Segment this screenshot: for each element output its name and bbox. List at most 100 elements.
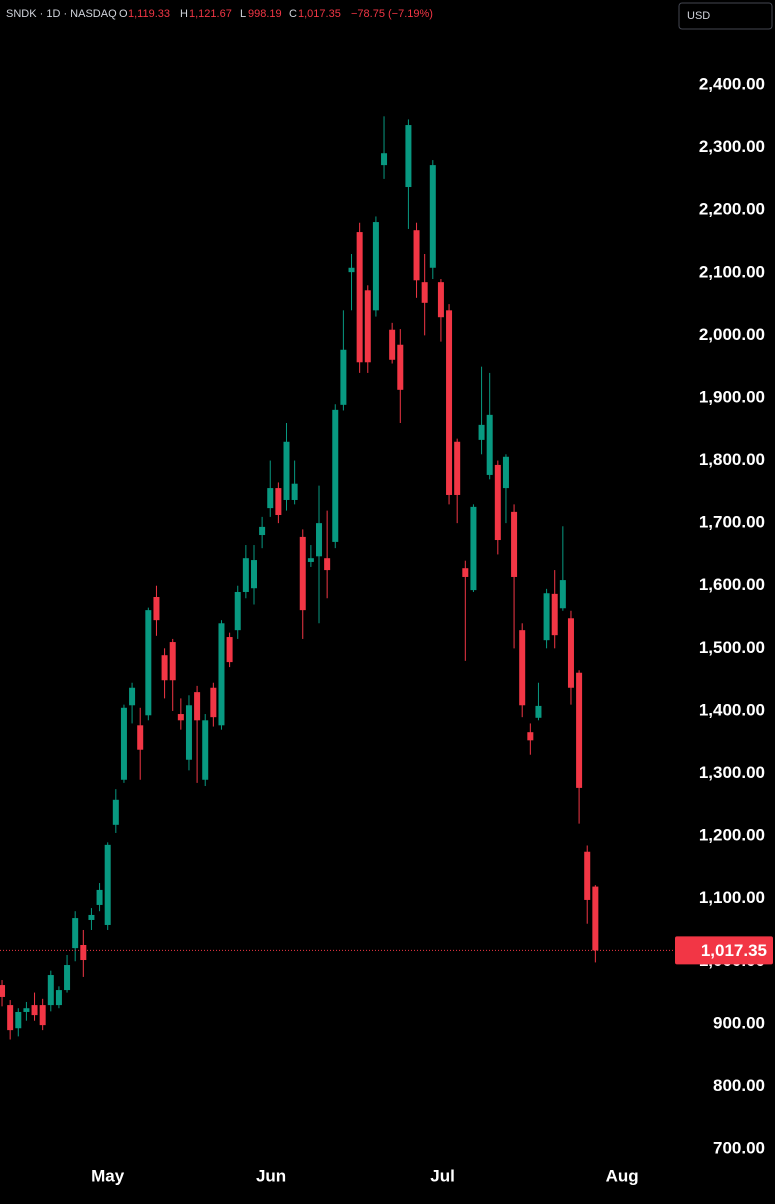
candle-body bbox=[39, 1005, 46, 1026]
y-tick-label: 1,600.00 bbox=[699, 575, 765, 594]
candle-body bbox=[446, 310, 453, 495]
symbol: SNDK · 1D · NASDAQ bbox=[6, 8, 117, 20]
y-tick-label: 800.00 bbox=[713, 1076, 765, 1095]
candle-body bbox=[397, 344, 404, 390]
candle-body bbox=[511, 511, 518, 577]
candle-body bbox=[454, 441, 461, 495]
candle-body bbox=[185, 705, 192, 760]
candle-body bbox=[112, 799, 119, 825]
x-tick-label: Aug bbox=[606, 1166, 639, 1185]
candle-body bbox=[372, 222, 379, 311]
y-tick-label: 2,300.00 bbox=[699, 137, 765, 156]
ohlc-value: 998.19 bbox=[248, 8, 282, 20]
y-tick-label: 1,500.00 bbox=[699, 638, 765, 657]
x-tick-label: May bbox=[91, 1166, 125, 1185]
candle-body bbox=[88, 914, 95, 920]
candle-body bbox=[543, 593, 550, 641]
candle-body bbox=[177, 714, 184, 721]
candle-body bbox=[80, 944, 87, 961]
candle-body bbox=[234, 591, 241, 631]
candle-body bbox=[316, 523, 323, 557]
candle-body bbox=[413, 230, 420, 281]
y-tick-label: 2,400.00 bbox=[699, 74, 765, 93]
candle-body bbox=[96, 889, 103, 905]
y-tick-label: 1,100.00 bbox=[699, 888, 765, 907]
candle-body bbox=[584, 851, 591, 900]
y-tick-label: 1,200.00 bbox=[699, 826, 765, 845]
ohlc-key: L bbox=[240, 8, 246, 20]
candle-body bbox=[324, 558, 331, 571]
y-tick-label: 2,200.00 bbox=[699, 200, 765, 219]
candle-body bbox=[502, 456, 509, 489]
candle-body bbox=[299, 536, 306, 611]
y-tick-label: 2,100.00 bbox=[699, 262, 765, 281]
candle-body bbox=[462, 568, 469, 577]
candle-body bbox=[478, 424, 485, 440]
candle-body bbox=[283, 441, 290, 500]
candle-body bbox=[129, 687, 136, 706]
candle-body bbox=[551, 593, 558, 636]
candle-body bbox=[145, 610, 152, 716]
y-tick-label: 1,300.00 bbox=[699, 763, 765, 782]
candle-body bbox=[72, 918, 79, 949]
candle-body bbox=[47, 975, 54, 1006]
candle-body bbox=[259, 526, 266, 536]
ohlc-value: 1,017.35 bbox=[298, 8, 341, 20]
candle-body bbox=[0, 985, 6, 997]
candle-body bbox=[486, 414, 493, 475]
ohlc-key: C bbox=[289, 8, 297, 20]
x-tick-label: Jul bbox=[430, 1166, 455, 1185]
candle-body bbox=[421, 282, 428, 303]
price-tag bbox=[675, 936, 773, 965]
candle-body bbox=[535, 705, 542, 718]
candle-body bbox=[153, 596, 160, 621]
candle-body bbox=[559, 580, 566, 609]
candle-body bbox=[381, 153, 388, 166]
y-tick-label: 900.00 bbox=[713, 1013, 765, 1032]
candle-body bbox=[210, 687, 217, 718]
y-tick-label: 1,900.00 bbox=[699, 387, 765, 406]
ohlc-key: H bbox=[180, 8, 188, 20]
currency-button[interactable] bbox=[678, 2, 773, 30]
candle-body bbox=[429, 165, 436, 268]
candle-body bbox=[576, 672, 583, 788]
candle-body bbox=[275, 488, 282, 515]
candle-body bbox=[31, 1005, 38, 1016]
currency-label[interactable]: USD bbox=[687, 10, 710, 22]
candle-body bbox=[332, 409, 339, 542]
candle-body bbox=[226, 637, 233, 663]
candle-body bbox=[23, 1008, 30, 1012]
candle-body bbox=[55, 990, 62, 1006]
candle-body bbox=[519, 630, 526, 706]
candle-body bbox=[202, 720, 209, 780]
candle-body bbox=[242, 558, 249, 592]
candle-body bbox=[307, 558, 314, 562]
y-tick-label: 700.00 bbox=[713, 1139, 765, 1158]
candle-body bbox=[104, 844, 111, 925]
candle-body bbox=[169, 642, 176, 681]
candle-body bbox=[194, 692, 201, 721]
candle-body bbox=[7, 1005, 14, 1031]
ohlc-value: 1,119.33 bbox=[128, 8, 170, 20]
ohlc-value: 1,121.67 bbox=[189, 8, 232, 20]
candle-body bbox=[291, 483, 298, 500]
change: −78.75 (−7.19%) bbox=[351, 8, 433, 20]
y-tick-label: 1,700.00 bbox=[699, 513, 765, 532]
candle-body bbox=[137, 725, 144, 750]
y-tick-label: 1,400.00 bbox=[699, 700, 765, 719]
candle-body bbox=[161, 655, 168, 681]
ohlc-key: O bbox=[119, 8, 128, 20]
candle-body bbox=[364, 290, 371, 363]
y-tick-label: 2,000.00 bbox=[699, 325, 765, 344]
candle-body bbox=[494, 464, 501, 541]
candle-body bbox=[405, 125, 412, 188]
candle-body bbox=[340, 349, 347, 405]
candle-body bbox=[348, 267, 355, 273]
y-tick-label: 1,800.00 bbox=[699, 450, 765, 469]
candle-body bbox=[250, 560, 257, 589]
candle-body bbox=[437, 282, 444, 318]
candle-body bbox=[267, 488, 274, 509]
candle-body bbox=[218, 623, 225, 726]
